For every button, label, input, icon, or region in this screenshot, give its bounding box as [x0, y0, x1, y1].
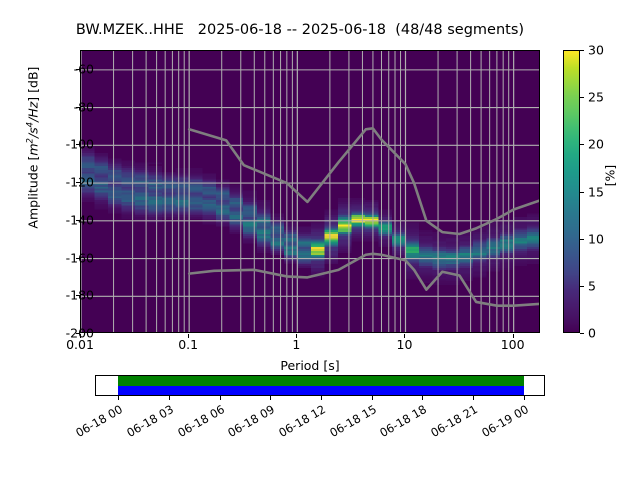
timeline-tick-mark: [321, 396, 323, 400]
page-title: BW.MZEK..HHE 2025-06-18 -- 2025-06-18 (4…: [75, 22, 525, 38]
colorbar-tick: 30: [588, 42, 604, 58]
colorbar-tick: 20: [588, 136, 604, 152]
timeline-tick-mark: [473, 396, 475, 400]
x-axis-label: Period [s]: [280, 358, 340, 373]
timeline-tick-label: 06-18 21: [428, 402, 481, 440]
timeline-tick-label: 06-18 09: [225, 402, 278, 440]
colorbar-tick: 0: [588, 325, 596, 341]
timeline-tick-label: 06-18 15: [327, 402, 379, 440]
xtick-mark: [512, 334, 514, 338]
colorbar: [563, 50, 580, 333]
timeline-tick-label: 06-19 00: [479, 402, 531, 440]
colorbar-tick: 5: [588, 278, 596, 294]
ppsd-plot-area: [80, 50, 540, 333]
xtick-mark: [80, 334, 81, 338]
timeline-tick-label: 06-18 18: [377, 402, 430, 440]
xtick-label: 10: [396, 337, 413, 352]
timeline-segment-data-availability[interactable]: [118, 385, 524, 395]
high-noise-model-curve: [187, 127, 539, 236]
timeline-tick-mark: [523, 396, 525, 400]
xtick-mark: [188, 334, 190, 338]
colorbar-tick: 25: [588, 89, 604, 105]
xtick-label: 0.01: [66, 337, 94, 352]
xtick-label: 0.1: [178, 337, 199, 352]
timeline-tick-label: 06-18 12: [276, 402, 329, 440]
xtick-mark: [404, 334, 406, 338]
xtick-label: 100: [500, 337, 525, 352]
data-coverage-timeline[interactable]: [95, 375, 545, 396]
timeline-tick-mark: [118, 396, 120, 400]
colorbar-tick: 15: [588, 184, 604, 199]
timeline-tick-mark: [169, 396, 171, 400]
y-axis-label: Amplitude [m2/s4/Hz] [dB]: [25, 66, 41, 229]
timeline-segment-data-coverage[interactable]: [118, 376, 524, 386]
ytick-label: -60: [73, 61, 94, 77]
colorbar-label: [%]: [602, 164, 618, 187]
timeline-tick-label: 06-18 00: [73, 402, 126, 440]
colorbar-tick: 10: [588, 231, 604, 247]
low-noise-model-curve: [187, 252, 539, 307]
xtick-label: 1: [292, 337, 301, 352]
timeline-tick-label: 06-18 06: [174, 402, 227, 440]
ppsd-canvas: [81, 51, 539, 332]
timeline-tick-mark: [219, 396, 221, 400]
timeline-tick-mark: [422, 396, 424, 400]
xtick-mark: [296, 334, 298, 338]
ytick-label: -80: [73, 99, 94, 115]
timeline-tick-mark: [371, 396, 373, 400]
timeline-tick-label: 06-18 03: [124, 402, 177, 440]
timeline-tick-mark: [270, 396, 272, 400]
